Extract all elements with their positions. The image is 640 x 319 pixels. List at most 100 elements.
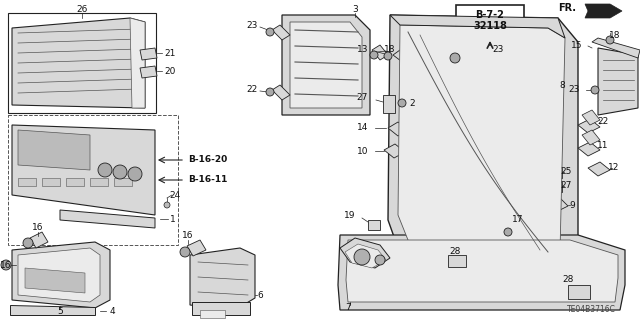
Bar	[368, 220, 380, 230]
Text: 23: 23	[492, 46, 504, 55]
Bar	[114, 178, 132, 186]
Text: 9: 9	[569, 201, 575, 210]
Polygon shape	[340, 238, 390, 268]
Circle shape	[23, 238, 33, 248]
Polygon shape	[130, 18, 145, 108]
Polygon shape	[598, 48, 638, 115]
Text: 8: 8	[559, 80, 565, 90]
Bar	[90, 178, 108, 186]
Polygon shape	[60, 210, 155, 228]
Text: 12: 12	[608, 164, 620, 173]
Polygon shape	[398, 25, 565, 270]
Circle shape	[180, 247, 190, 257]
Text: 28: 28	[449, 247, 461, 256]
Text: B-7-2: B-7-2	[476, 10, 504, 20]
Polygon shape	[12, 242, 110, 308]
Polygon shape	[192, 302, 250, 315]
Text: 7: 7	[345, 303, 351, 313]
Text: 22: 22	[246, 85, 258, 94]
Circle shape	[164, 202, 170, 208]
Bar	[8, 13, 156, 113]
Polygon shape	[510, 224, 532, 240]
Text: 24: 24	[170, 190, 180, 199]
Text: 1: 1	[170, 214, 176, 224]
Polygon shape	[345, 244, 386, 268]
Text: 27: 27	[356, 93, 368, 102]
Text: 10: 10	[356, 146, 368, 155]
Bar	[383, 95, 395, 113]
Bar	[568, 285, 590, 299]
Bar	[456, 5, 524, 35]
Bar	[42, 178, 60, 186]
Polygon shape	[10, 305, 95, 315]
Polygon shape	[582, 110, 600, 125]
Polygon shape	[12, 18, 145, 108]
Text: 3: 3	[352, 5, 358, 14]
Text: 20: 20	[164, 66, 176, 76]
Circle shape	[370, 51, 378, 59]
Text: 28: 28	[563, 276, 573, 285]
Text: 18: 18	[384, 46, 396, 55]
Text: 22: 22	[597, 117, 609, 127]
Circle shape	[384, 52, 392, 60]
Circle shape	[266, 28, 274, 36]
Polygon shape	[393, 50, 412, 64]
Text: 15: 15	[570, 41, 582, 49]
Circle shape	[375, 255, 385, 265]
Circle shape	[98, 163, 112, 177]
Polygon shape	[578, 142, 600, 156]
Polygon shape	[582, 130, 600, 145]
Text: 14: 14	[356, 123, 368, 132]
Polygon shape	[390, 15, 565, 38]
Text: 6: 6	[257, 291, 263, 300]
Bar	[432, 40, 492, 80]
Bar	[8, 115, 178, 245]
Polygon shape	[388, 15, 578, 282]
Text: 11: 11	[597, 140, 609, 150]
Text: 16: 16	[182, 232, 194, 241]
Polygon shape	[12, 125, 155, 215]
Text: B-16-20: B-16-20	[188, 155, 227, 165]
Text: 23: 23	[568, 85, 580, 94]
Polygon shape	[187, 240, 206, 256]
Text: FR.: FR.	[558, 3, 576, 13]
Circle shape	[354, 249, 370, 265]
Polygon shape	[18, 130, 90, 170]
Text: 32118: 32118	[473, 21, 507, 31]
Polygon shape	[346, 240, 618, 302]
Polygon shape	[25, 268, 85, 293]
Polygon shape	[18, 248, 100, 302]
Text: 2: 2	[409, 99, 415, 108]
Circle shape	[1, 260, 11, 270]
Polygon shape	[585, 4, 622, 18]
Circle shape	[606, 36, 614, 44]
Text: 19: 19	[344, 211, 355, 220]
Polygon shape	[338, 235, 625, 310]
Text: 16: 16	[32, 224, 44, 233]
Bar	[550, 182, 562, 192]
Polygon shape	[588, 162, 610, 176]
Text: 4: 4	[109, 308, 115, 316]
Bar	[448, 255, 466, 267]
Bar	[548, 168, 562, 178]
Polygon shape	[388, 122, 408, 136]
Bar	[66, 178, 84, 186]
Polygon shape	[140, 48, 157, 60]
Polygon shape	[190, 248, 255, 310]
Circle shape	[504, 228, 512, 236]
Polygon shape	[30, 232, 48, 248]
Circle shape	[450, 53, 460, 63]
Text: 25: 25	[560, 167, 572, 176]
Text: 18: 18	[609, 31, 621, 40]
Polygon shape	[272, 85, 290, 100]
Polygon shape	[140, 66, 157, 78]
Text: 27: 27	[560, 182, 572, 190]
Polygon shape	[546, 196, 568, 212]
Text: 5: 5	[57, 308, 63, 316]
Text: 17: 17	[512, 216, 524, 225]
Text: 13: 13	[356, 46, 368, 55]
Polygon shape	[578, 119, 600, 133]
Circle shape	[266, 88, 274, 96]
Polygon shape	[272, 25, 290, 40]
Text: 23: 23	[246, 20, 258, 29]
